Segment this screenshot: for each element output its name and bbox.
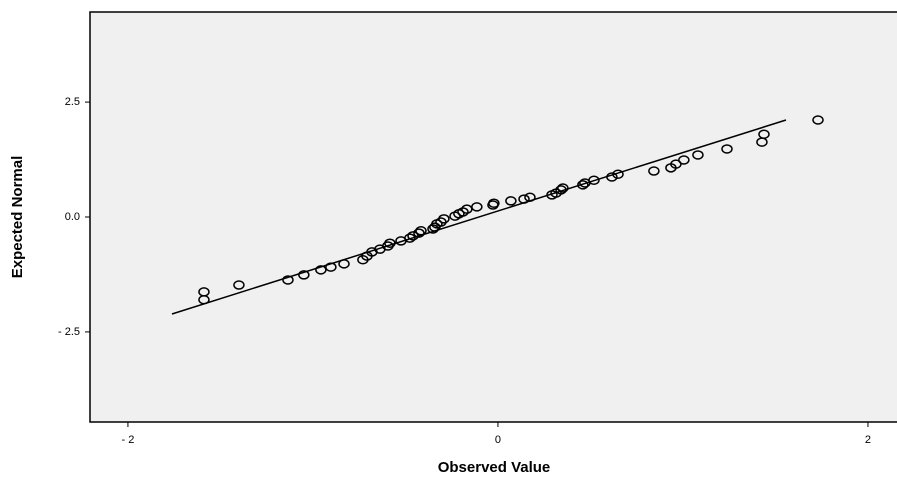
point bbox=[471, 202, 483, 212]
point bbox=[692, 150, 704, 160]
point bbox=[198, 294, 210, 305]
point bbox=[282, 275, 294, 285]
point bbox=[557, 183, 569, 193]
point bbox=[338, 259, 350, 269]
point bbox=[577, 180, 589, 190]
point bbox=[518, 194, 530, 204]
point bbox=[407, 231, 419, 241]
point bbox=[233, 280, 245, 290]
x-tick-label: 0 bbox=[495, 434, 501, 446]
point bbox=[325, 262, 337, 272]
point bbox=[384, 238, 396, 248]
point bbox=[457, 207, 469, 217]
point bbox=[555, 185, 567, 195]
x-tick-label: 2 bbox=[865, 434, 871, 446]
y-tick-label: 2.5 bbox=[65, 96, 80, 108]
y-axis-title: Expected Normal bbox=[9, 156, 26, 279]
point bbox=[670, 159, 682, 169]
point bbox=[606, 172, 618, 182]
point bbox=[438, 214, 450, 224]
reference-line bbox=[171, 119, 787, 315]
plot-area bbox=[90, 12, 897, 422]
point bbox=[678, 155, 690, 165]
x-axis-title: Observed Value bbox=[438, 459, 551, 476]
point bbox=[524, 192, 536, 202]
point bbox=[612, 169, 624, 180]
point bbox=[488, 198, 500, 208]
point bbox=[298, 270, 310, 280]
point bbox=[415, 226, 427, 236]
point bbox=[588, 175, 600, 185]
point bbox=[758, 129, 770, 140]
y-tick-label: - 2.5 bbox=[58, 326, 80, 338]
point bbox=[721, 144, 733, 154]
point bbox=[413, 228, 425, 238]
point bbox=[404, 233, 416, 243]
point bbox=[648, 166, 660, 176]
point bbox=[505, 196, 517, 206]
x-tick-label: - 2 bbox=[122, 434, 135, 446]
point bbox=[315, 265, 327, 275]
point bbox=[812, 115, 824, 125]
y-tick-label: 0.0 bbox=[65, 211, 80, 223]
point bbox=[427, 224, 439, 234]
